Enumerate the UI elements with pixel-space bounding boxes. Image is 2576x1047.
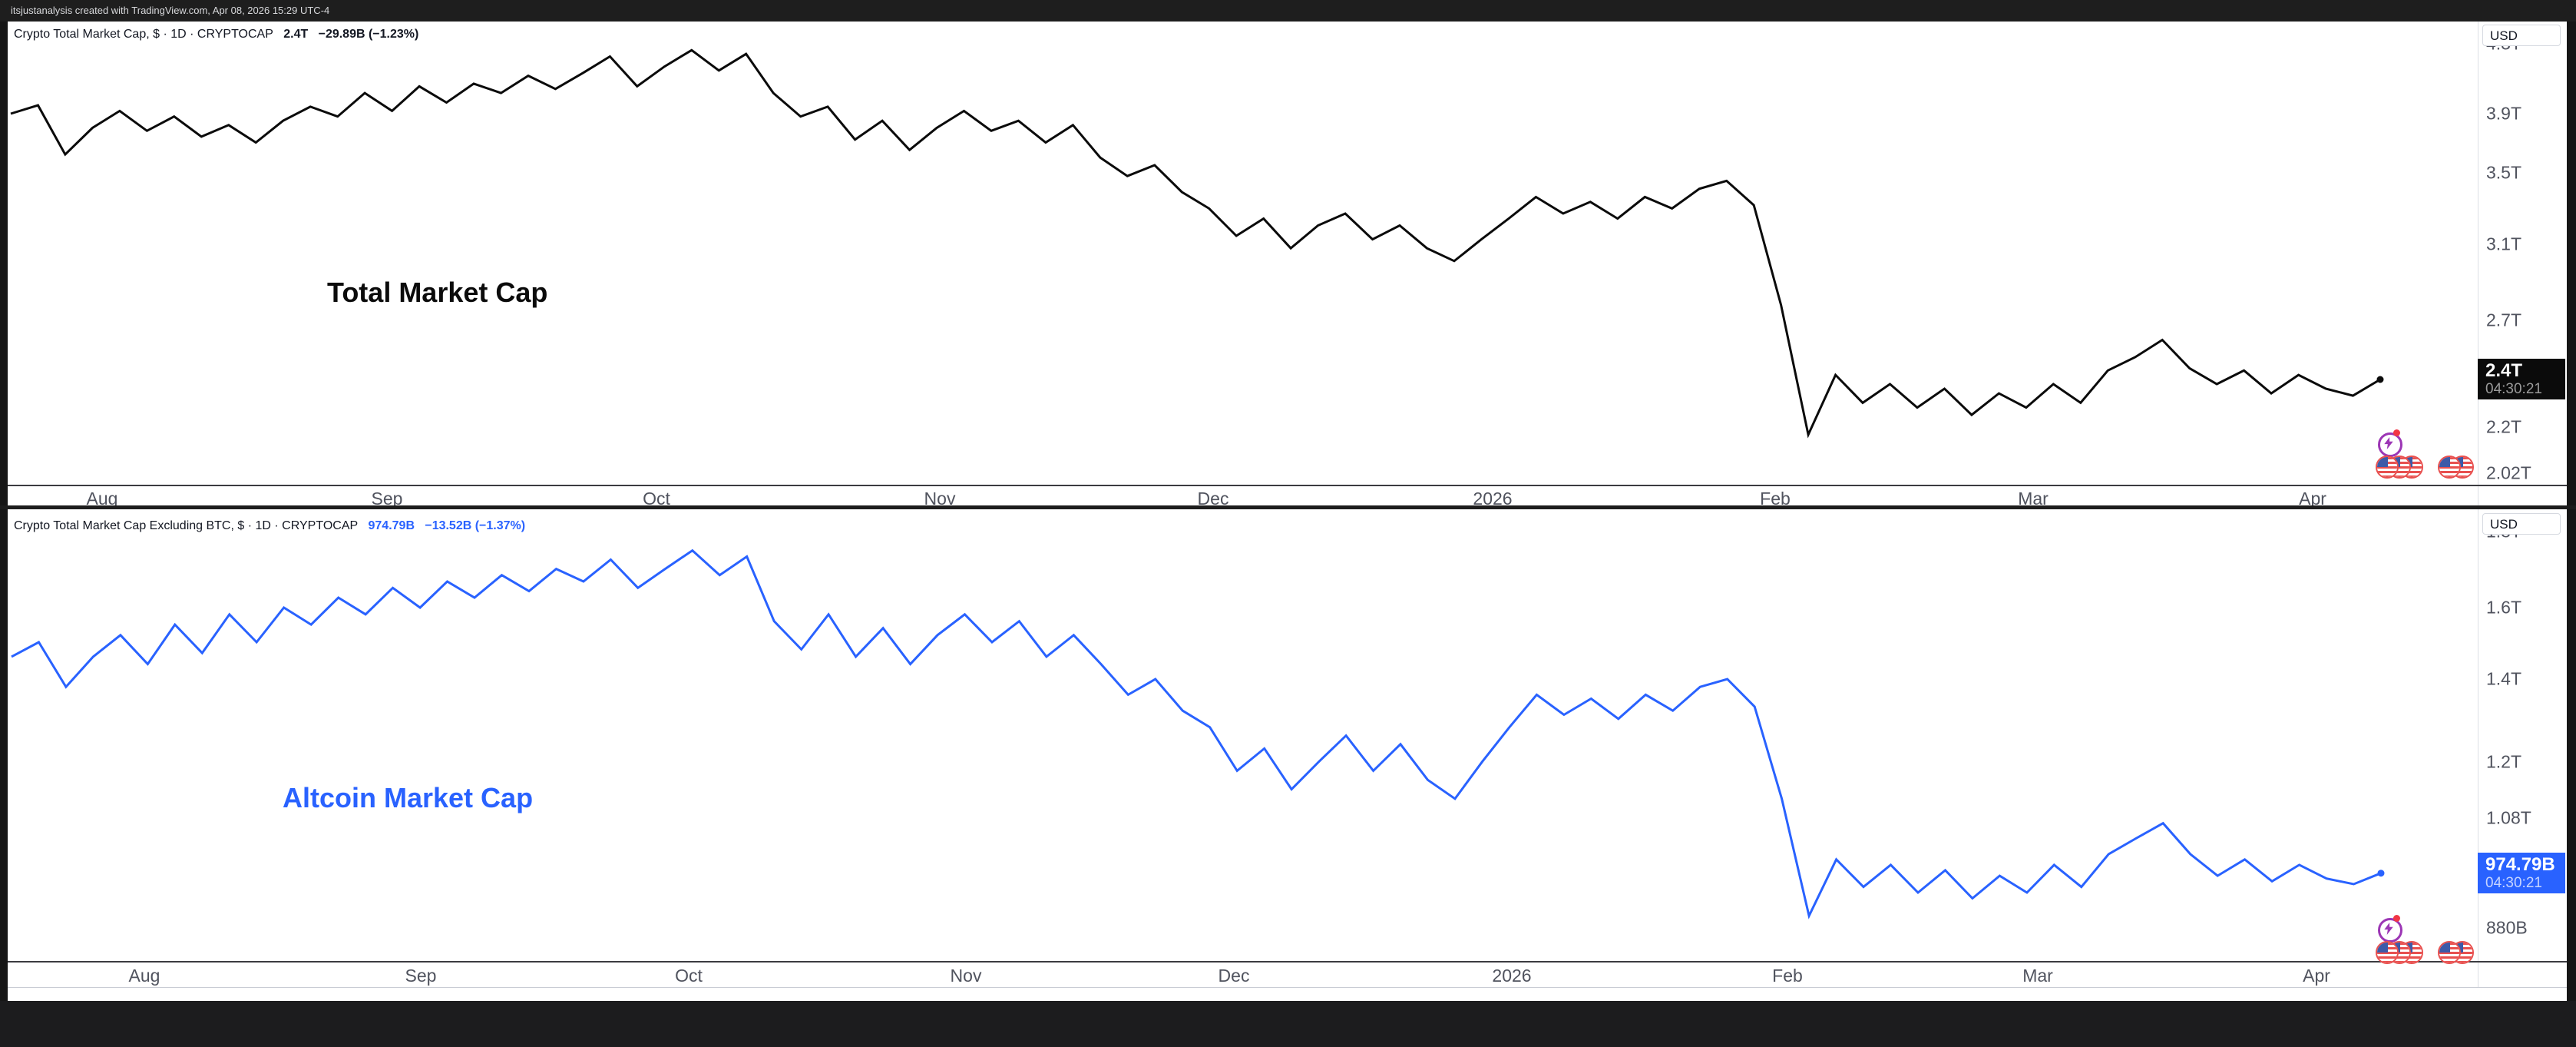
currency-toggle-top[interactable]: USD [2482,25,2561,46]
price-tick-label: 3.1T [2486,234,2522,254]
legend-top-price: 2.4T [283,28,309,41]
chart-bottom-edge [8,987,2567,988]
footer-bar: TradingView [0,1001,2576,1047]
currency-label-top: USD [2490,28,2518,43]
time-tick-label: Nov [950,966,982,986]
time-axis-border-top [8,485,2567,486]
price-tick-label: 1.4T [2486,668,2522,689]
header-bar: itsjustanalysis created with TradingView… [0,0,2576,22]
time-axis-top[interactable]: Aug Sep Oct Nov Dec 2026 Feb Mar Apr [8,489,2567,509]
last-price-label-top: 2.4T 04:30:21 [2478,359,2565,399]
time-axis-border-bottom [8,961,2567,963]
time-tick-label: Apr [2299,489,2326,509]
legend-bottom[interactable]: Crypto Total Market Cap Excluding BTC, $… [14,519,525,533]
time-tick-label: Aug [128,966,160,986]
price-tick-label: 1.2T [2486,751,2522,772]
annotation-altcoin-market-cap[interactable]: Altcoin Market Cap [283,782,534,813]
price-tick-label: 3.5T [2486,162,2522,183]
time-tick-label: Sep [371,489,403,509]
time-tick-label: 2026 [1492,966,1532,986]
altcoin-marketcap-line[interactable] [11,548,2382,919]
legend-top[interactable]: Crypto Total Market Cap, $ · 1D · CRYPTO… [14,28,418,41]
last-price-marker-bottom [2377,870,2385,877]
legend-bottom-symbol[interactable]: Crypto Total Market Cap Excluding BTC, $… [14,519,359,532]
annotation-total-market-cap[interactable]: Total Market Cap [327,277,548,308]
legend-bottom-change: −13.52B (−1.37%) [425,519,526,532]
pane-separator-handle[interactable] [0,505,2576,509]
event-alert-dot [2393,429,2400,436]
last-price-marker-top [2376,376,2384,383]
bar-countdown-bottom: 04:30:21 [2485,875,2542,891]
time-tick-label: Nov [924,489,956,509]
time-tick-label: Apr [2303,966,2330,986]
time-tick-label: Oct [643,489,670,509]
time-tick-label: Sep [405,966,437,986]
last-price-value-top: 2.4T [2485,360,2523,381]
time-tick-label: Feb [1760,489,1791,509]
time-tick-label: Mar [2022,966,2053,986]
price-axis-top[interactable]: 4.3T3.9T3.5T3.1T2.7T2.2T2.02T [2478,22,2567,485]
price-tick-label: 1.6T [2486,597,2522,618]
us-flag-event-icon[interactable] [2376,941,2399,964]
economic-events-lightning-icon[interactable] [2378,918,2402,943]
economic-events-lightning-icon[interactable] [2378,432,2402,457]
bar-countdown-top: 04:30:21 [2485,381,2542,397]
time-axis-bottom[interactable]: Aug Sep Oct Nov Dec 2026 Feb Mar Apr [8,966,2567,986]
time-tick-label: Aug [86,489,118,509]
time-tick-label: Feb [1772,966,1803,986]
last-price-value-bottom: 974.79B [2485,854,2555,875]
last-price-label-bottom: 974.79B 04:30:21 [2478,853,2565,893]
legend-top-change: −29.89B (−1.23%) [318,28,419,41]
price-tick-label: 2.7T [2486,310,2522,330]
price-tick-label: 880B [2486,917,2528,938]
event-alert-dot [2393,915,2400,922]
price-tick-label: 2.02T [2486,462,2531,483]
time-tick-label: Dec [1218,966,1250,986]
currency-label-bottom: USD [2490,517,2518,532]
legend-bottom-price: 974.79B [368,519,415,532]
price-tick-label: 2.2T [2486,416,2522,437]
total-marketcap-line[interactable] [10,48,2381,439]
currency-toggle-bottom[interactable]: USD [2482,513,2561,535]
header-attribution-text: itsjustanalysis created with TradingView… [11,5,330,16]
legend-top-symbol[interactable]: Crypto Total Market Cap, $ · 1D · CRYPTO… [14,28,273,41]
time-tick-label: Dec [1197,489,1229,509]
chart-background [8,22,2567,1001]
price-tick-label: 1.08T [2486,807,2531,828]
us-flag-event-icon[interactable] [2438,456,2461,479]
us-flag-event-icon[interactable] [2376,456,2399,479]
time-tick-label: Oct [675,966,703,986]
time-tick-label: 2026 [1473,489,1513,509]
us-flag-event-icon[interactable] [2438,941,2461,964]
price-tick-label: 3.9T [2486,103,2522,124]
time-tick-label: Mar [2018,489,2049,509]
